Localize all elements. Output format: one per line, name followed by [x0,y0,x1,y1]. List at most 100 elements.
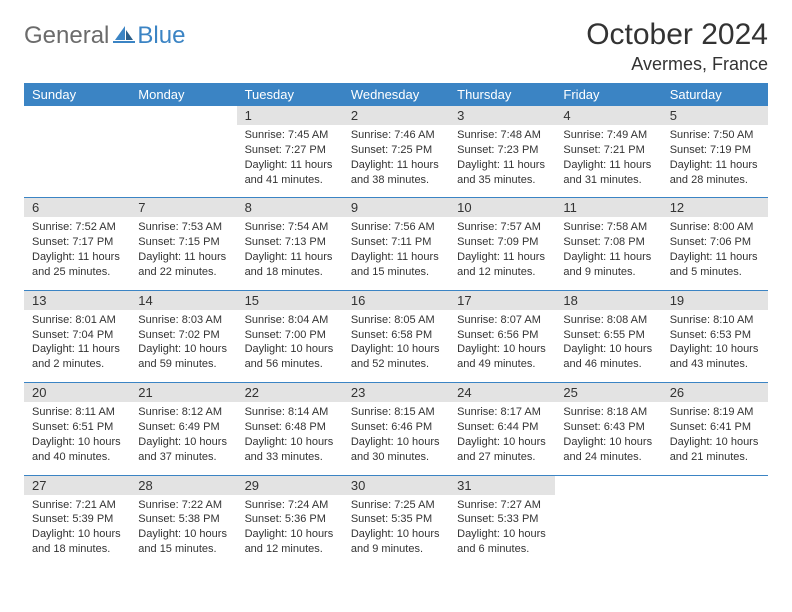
day-number: 15 [237,291,343,310]
daylight-text: Daylight: 10 hours and 12 minutes. [245,527,335,557]
sunrise-text: Sunrise: 8:19 AM [670,405,760,420]
day-number: 1 [237,106,343,125]
day-number: 31 [449,476,555,495]
daynum-row: 6789101112 [24,198,768,217]
daylight-text: Daylight: 11 hours and 9 minutes. [563,250,653,280]
day-number: 13 [24,291,130,310]
day-info: Sunrise: 8:11 AMSunset: 6:51 PMDaylight:… [24,402,130,475]
calendar-table: Sunday Monday Tuesday Wednesday Thursday… [24,83,768,567]
daylight-text: Daylight: 11 hours and 28 minutes. [670,158,760,188]
sunrise-text: Sunrise: 7:25 AM [351,498,441,513]
daylight-text: Daylight: 11 hours and 5 minutes. [670,250,760,280]
daylight-text: Daylight: 11 hours and 18 minutes. [245,250,335,280]
sunset-text: Sunset: 7:13 PM [245,235,335,250]
sunrise-text: Sunrise: 8:11 AM [32,405,122,420]
sunset-text: Sunset: 7:09 PM [457,235,547,250]
day-number [130,106,236,125]
day-number: 30 [343,476,449,495]
sunrise-text: Sunrise: 7:58 AM [563,220,653,235]
day-info: Sunrise: 7:25 AMSunset: 5:35 PMDaylight:… [343,495,449,567]
day-info: Sunrise: 7:46 AMSunset: 7:25 PMDaylight:… [343,125,449,198]
day-info: Sunrise: 7:24 AMSunset: 5:36 PMDaylight:… [237,495,343,567]
day-info: Sunrise: 7:21 AMSunset: 5:39 PMDaylight:… [24,495,130,567]
day-info: Sunrise: 7:56 AMSunset: 7:11 PMDaylight:… [343,217,449,290]
sunset-text: Sunset: 6:53 PM [670,328,760,343]
sunrise-text: Sunrise: 8:03 AM [138,313,228,328]
sunset-text: Sunset: 6:49 PM [138,420,228,435]
sunset-text: Sunset: 6:46 PM [351,420,441,435]
day-number: 17 [449,291,555,310]
sunset-text: Sunset: 5:38 PM [138,512,228,527]
sunset-text: Sunset: 5:33 PM [457,512,547,527]
sunrise-text: Sunrise: 8:05 AM [351,313,441,328]
daylight-text: Daylight: 10 hours and 33 minutes. [245,435,335,465]
day-info: Sunrise: 8:05 AMSunset: 6:58 PMDaylight:… [343,310,449,383]
sunset-text: Sunset: 7:25 PM [351,143,441,158]
day-number: 2 [343,106,449,125]
day-header-row: Sunday Monday Tuesday Wednesday Thursday… [24,83,768,106]
daylight-text: Daylight: 11 hours and 25 minutes. [32,250,122,280]
daylight-text: Daylight: 11 hours and 22 minutes. [138,250,228,280]
daylight-text: Daylight: 10 hours and 6 minutes. [457,527,547,557]
month-title: October 2024 [586,18,768,52]
daylight-text: Daylight: 10 hours and 46 minutes. [563,342,653,372]
sunset-text: Sunset: 6:58 PM [351,328,441,343]
sunrise-text: Sunrise: 7:57 AM [457,220,547,235]
day-info [662,495,768,567]
dayhead-sun: Sunday [24,83,130,106]
sunset-text: Sunset: 5:35 PM [351,512,441,527]
day-info: Sunrise: 8:08 AMSunset: 6:55 PMDaylight:… [555,310,661,383]
day-number: 4 [555,106,661,125]
day-info: Sunrise: 8:12 AMSunset: 6:49 PMDaylight:… [130,402,236,475]
day-number: 24 [449,383,555,402]
day-number: 16 [343,291,449,310]
sunrise-text: Sunrise: 7:52 AM [32,220,122,235]
day-number: 19 [662,291,768,310]
day-number [24,106,130,125]
sunset-text: Sunset: 7:11 PM [351,235,441,250]
day-info: Sunrise: 7:53 AMSunset: 7:15 PMDaylight:… [130,217,236,290]
daylight-text: Daylight: 10 hours and 43 minutes. [670,342,760,372]
day-info: Sunrise: 7:45 AMSunset: 7:27 PMDaylight:… [237,125,343,198]
day-number: 14 [130,291,236,310]
day-number: 27 [24,476,130,495]
daylight-text: Daylight: 10 hours and 21 minutes. [670,435,760,465]
day-info [24,125,130,198]
sunset-text: Sunset: 6:48 PM [245,420,335,435]
daynum-row: 13141516171819 [24,291,768,310]
daylight-text: Daylight: 10 hours and 15 minutes. [138,527,228,557]
daylight-text: Daylight: 10 hours and 56 minutes. [245,342,335,372]
day-info: Sunrise: 8:17 AMSunset: 6:44 PMDaylight:… [449,402,555,475]
sunrise-text: Sunrise: 7:22 AM [138,498,228,513]
daylight-text: Daylight: 11 hours and 15 minutes. [351,250,441,280]
daylight-text: Daylight: 11 hours and 41 minutes. [245,158,335,188]
sunrise-text: Sunrise: 8:10 AM [670,313,760,328]
daylight-text: Daylight: 11 hours and 2 minutes. [32,342,122,372]
header: General Blue October 2024 Avermes, Franc… [24,18,768,75]
daylight-text: Daylight: 11 hours and 38 minutes. [351,158,441,188]
sunset-text: Sunset: 6:41 PM [670,420,760,435]
day-info: Sunrise: 7:52 AMSunset: 7:17 PMDaylight:… [24,217,130,290]
day-number: 6 [24,198,130,217]
logo-text-blue: Blue [137,22,185,50]
sunrise-text: Sunrise: 7:49 AM [563,128,653,143]
day-info: Sunrise: 8:18 AMSunset: 6:43 PMDaylight:… [555,402,661,475]
day-info: Sunrise: 8:10 AMSunset: 6:53 PMDaylight:… [662,310,768,383]
sunrise-text: Sunrise: 8:08 AM [563,313,653,328]
sunrise-text: Sunrise: 7:46 AM [351,128,441,143]
dayhead-mon: Monday [130,83,236,106]
day-info: Sunrise: 7:48 AMSunset: 7:23 PMDaylight:… [449,125,555,198]
daylight-text: Daylight: 10 hours and 9 minutes. [351,527,441,557]
sunrise-text: Sunrise: 7:50 AM [670,128,760,143]
day-info: Sunrise: 7:57 AMSunset: 7:09 PMDaylight:… [449,217,555,290]
day-number: 29 [237,476,343,495]
sunrise-text: Sunrise: 7:53 AM [138,220,228,235]
day-info-row: Sunrise: 7:52 AMSunset: 7:17 PMDaylight:… [24,217,768,290]
day-number: 22 [237,383,343,402]
daynum-row: 20212223242526 [24,383,768,402]
day-info: Sunrise: 8:04 AMSunset: 7:00 PMDaylight:… [237,310,343,383]
day-number: 23 [343,383,449,402]
dayhead-thu: Thursday [449,83,555,106]
day-number [555,476,661,495]
daylight-text: Daylight: 11 hours and 35 minutes. [457,158,547,188]
